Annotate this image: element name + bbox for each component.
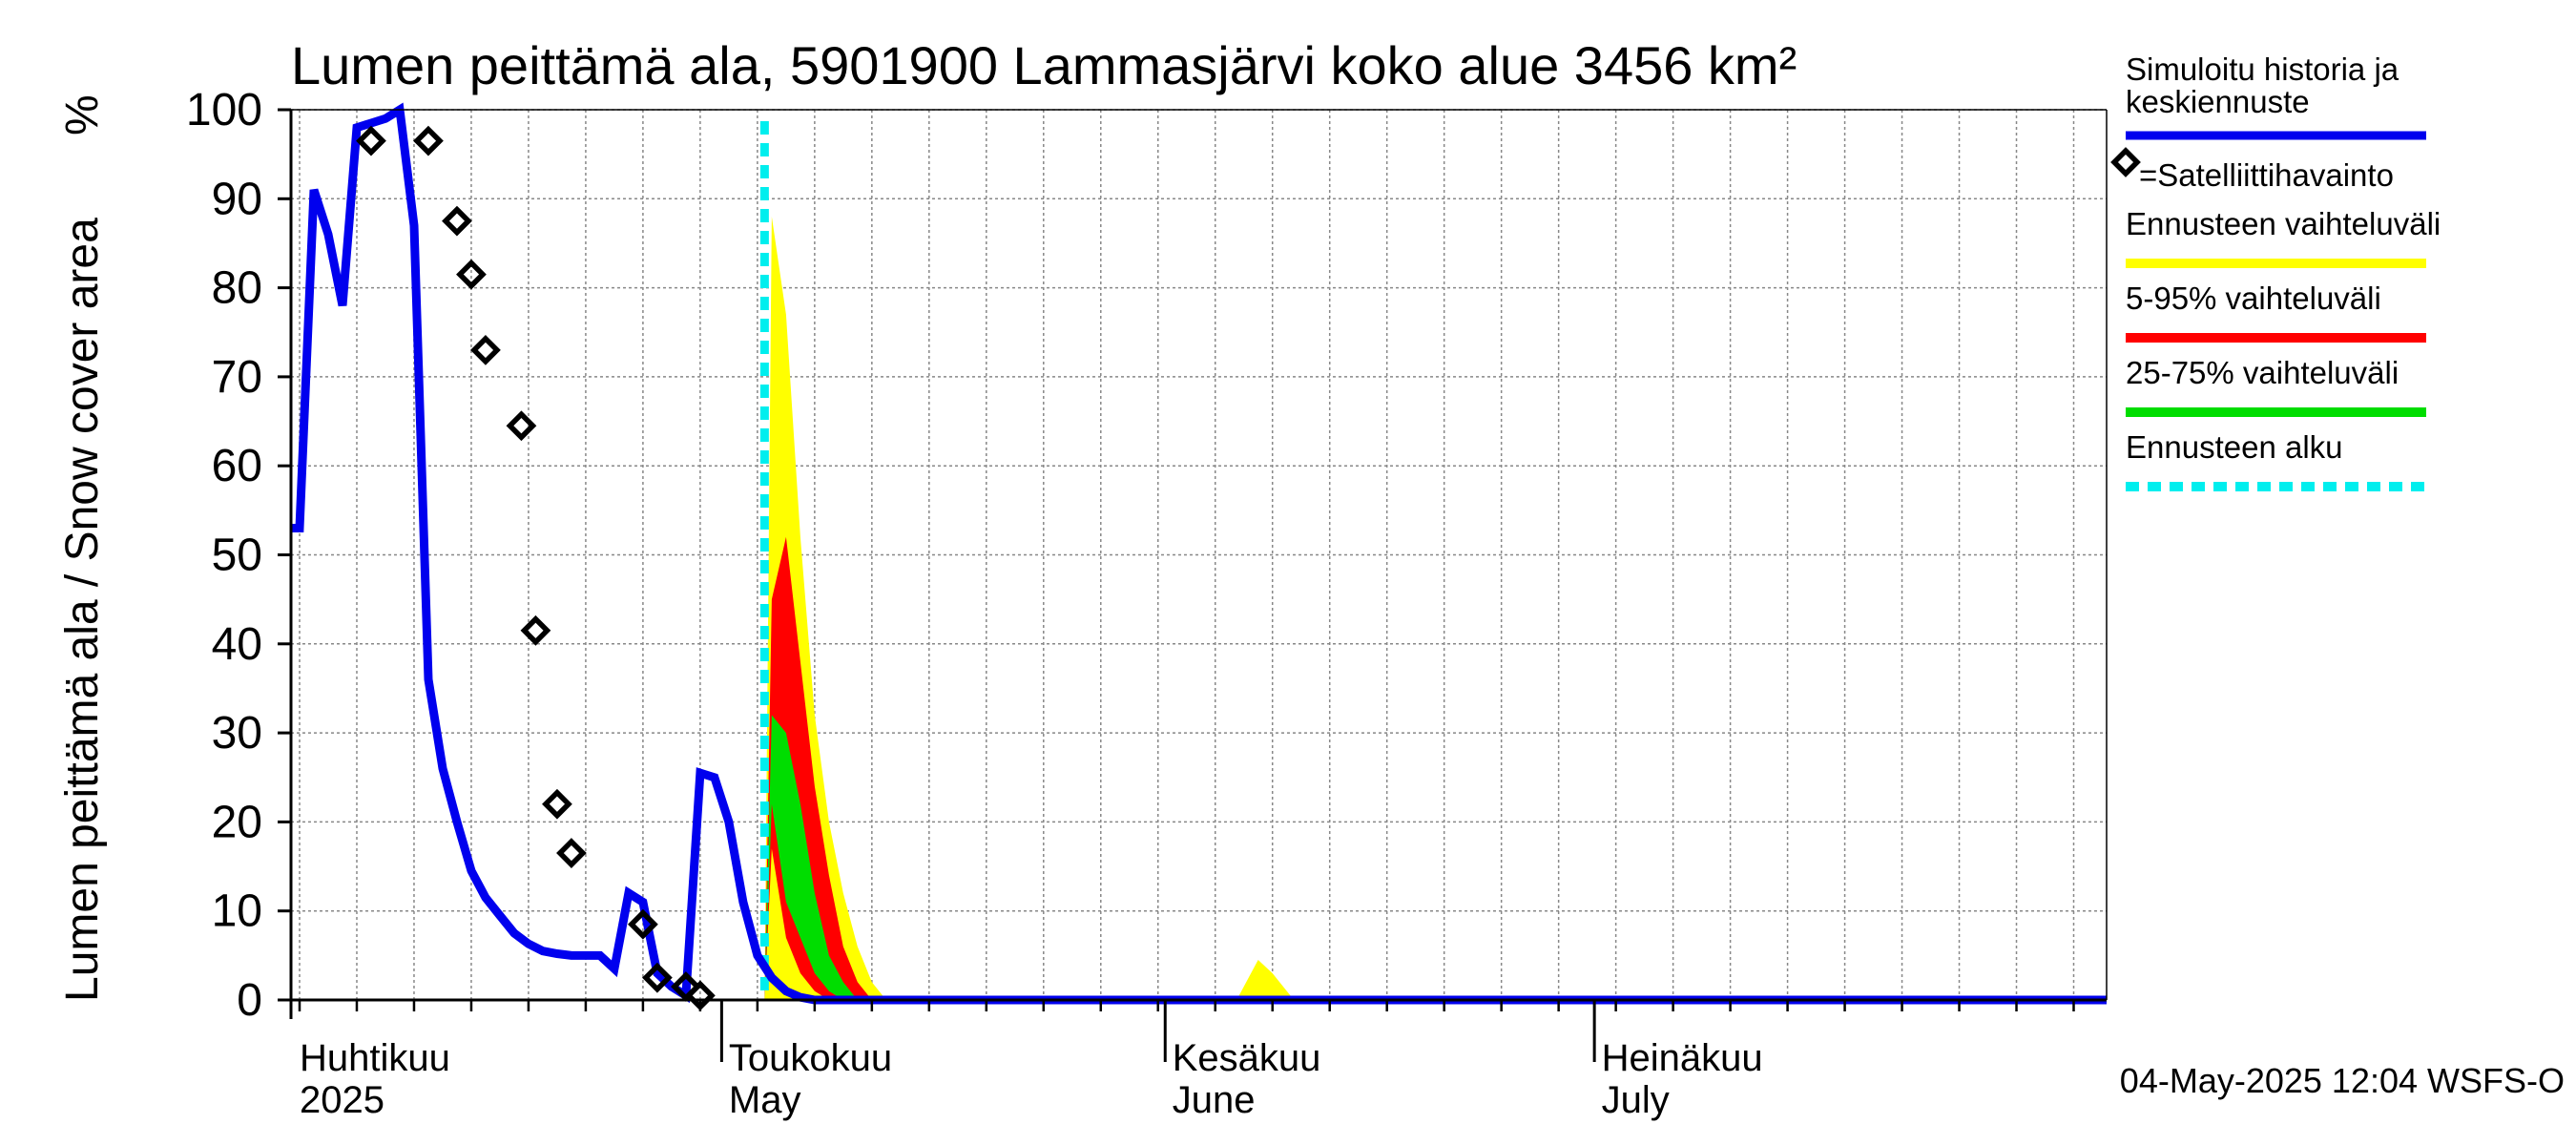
- y-tick-label-30: 30: [212, 708, 262, 759]
- month-label-fi-4: Heinäkuu: [1602, 1037, 1763, 1079]
- y-axis-unit: %: [57, 94, 108, 135]
- footer-timestamp: 04-May-2025 12:04 WSFS-O: [2120, 1061, 2565, 1100]
- month-label-en-4: July: [1602, 1079, 1670, 1121]
- band-4: [764, 715, 858, 1000]
- y-axis-title: Lumen peittämä ala / Snow cover area: [57, 218, 108, 1002]
- legend-swatch-2: [2110, 147, 2141, 177]
- legend-label-1a: Simuloitu historia ja: [2126, 52, 2399, 87]
- y-tick-label-10: 10: [212, 886, 262, 937]
- observation-point-12: [671, 971, 701, 1002]
- y-tick-label-60: 60: [212, 441, 262, 491]
- y-tick-label-40: 40: [212, 619, 262, 670]
- observation-point-11: [642, 962, 673, 993]
- chart-title: Lumen peittämä ala, 5901900 Lammasjärvi …: [291, 35, 1797, 95]
- observation-point-2: [413, 125, 444, 156]
- y-tick-label-20: 20: [212, 797, 262, 847]
- legend-label-6: Ennusteen alku: [2126, 429, 2343, 465]
- simulated-line: [291, 102, 2107, 1005]
- observation-point-1: [356, 125, 386, 156]
- y-tick-label-80: 80: [212, 263, 262, 314]
- observation-point-7: [520, 614, 551, 646]
- y-tick-labels: 0 10 20 30 40 50 60 70 80 90 100: [186, 85, 262, 1026]
- y-tick-label-0: 0: [237, 975, 262, 1026]
- legend-label-3: Ennusteen vaihteluväli: [2126, 206, 2441, 241]
- band-2: [1236, 960, 1295, 1000]
- month-label-en-1: 2025: [300, 1079, 384, 1121]
- simulated-series: [291, 102, 2107, 1005]
- legend-label-2: =Satelliittihavainto: [2139, 157, 2394, 193]
- observation-point-8: [542, 788, 572, 820]
- y-tick-label-70: 70: [212, 352, 262, 403]
- month-label-en-2: May: [729, 1079, 801, 1121]
- y-axis-title-group: Lumen peittämä ala / Snow cover area %: [57, 94, 108, 1002]
- observation-point-5: [470, 335, 501, 365]
- satellite-observations: [356, 125, 716, 1011]
- y-tick-label-50: 50: [212, 531, 262, 581]
- legend-label-5: 25-75% vaihteluväli: [2126, 355, 2399, 390]
- observation-point-10: [628, 908, 658, 940]
- legend-label-4: 5-95% vaihteluväli: [2126, 281, 2381, 316]
- month-label-fi-1: Huhtikuu: [300, 1037, 450, 1079]
- observation-point-9: [556, 838, 587, 868]
- month-label-en-3: June: [1173, 1079, 1256, 1121]
- observation-point-3: [442, 205, 472, 237]
- observation-point-4: [456, 259, 487, 290]
- forecast-bands: [764, 217, 1295, 1000]
- legend-label-1b: keskiennuste: [2126, 84, 2310, 119]
- y-tick-label-90: 90: [212, 174, 262, 224]
- month-label-fi-2: Toukokuu: [729, 1037, 892, 1079]
- observation-point-6: [506, 410, 537, 442]
- month-label-fi-3: Kesäkuu: [1173, 1037, 1321, 1079]
- y-tick-label-100: 100: [186, 85, 262, 135]
- axes: [278, 108, 2108, 1062]
